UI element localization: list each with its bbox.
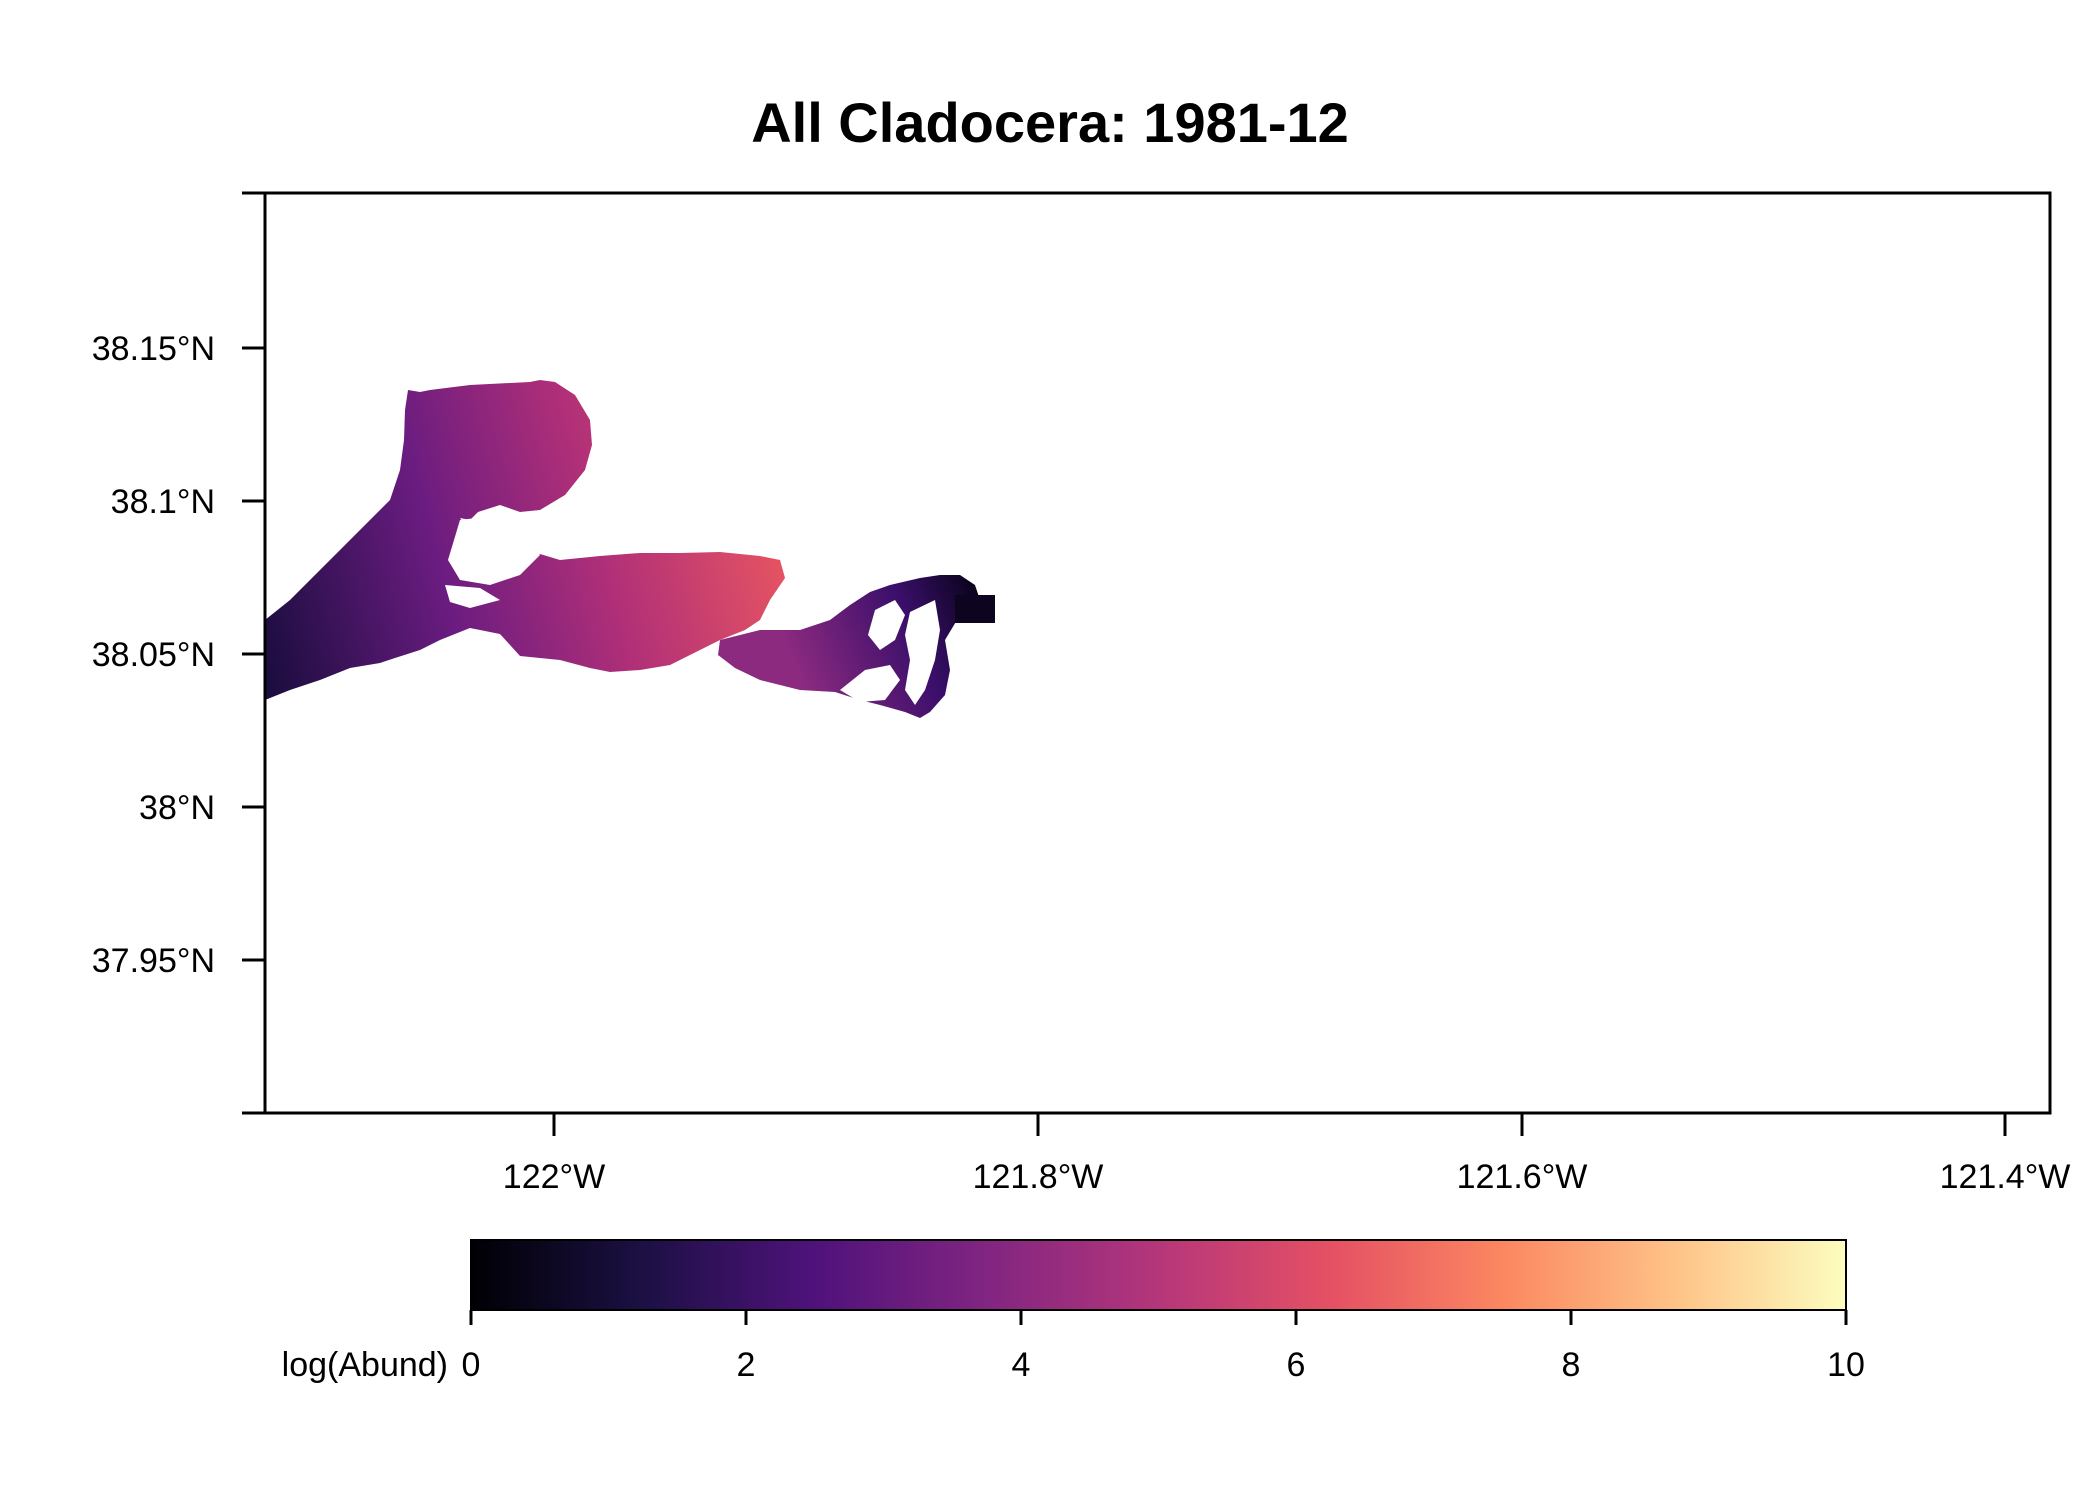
legend-label: log(Abund) [282,1346,448,1384]
y-tick-label: 38°N [139,789,215,827]
y-axis: 38.15°N 38.1°N 38.05°N 38°N 37.95°N [92,191,267,1115]
chart-title: All Cladocera: 1981-12 [751,91,1349,154]
x-tick-label: 121.8°W [973,1158,1104,1196]
x-tick-label: 121.4°W [1940,1158,2071,1196]
legend-tick-label: 10 [1827,1346,1865,1384]
honker-island-cutout [905,600,940,705]
channel-island-cutout [840,665,900,702]
legend-tick-label: 8 [1562,1346,1581,1384]
legend-tick-label: 0 [462,1346,481,1384]
estuary-raster [265,380,995,718]
y-tick-label: 38.05°N [92,636,215,674]
bay-island-cutout [448,515,540,585]
y-tick-label: 38.1°N [111,483,215,521]
colorbar [470,1239,1847,1311]
color-legend: log(Abund) 0 2 4 6 8 10 [282,1239,1865,1384]
x-tick-label: 121.6°W [1457,1158,1588,1196]
x-axis: 122°W 121.8°W 121.6°W 121.4°W [242,1111,2071,1196]
y-tick-label: 37.95°N [92,942,215,980]
suisun-bay-west [265,380,785,700]
legend-tick-label: 2 [737,1346,756,1384]
legend-tick-label: 6 [1287,1346,1306,1384]
ryer-island-cutout [868,600,905,650]
y-tick-label: 38.15°N [92,330,215,368]
legend-tick-label: 4 [1012,1346,1031,1384]
x-tick-label: 122°W [503,1158,605,1196]
bay-island-cutout-2 [445,585,500,608]
east-tip [955,595,995,623]
